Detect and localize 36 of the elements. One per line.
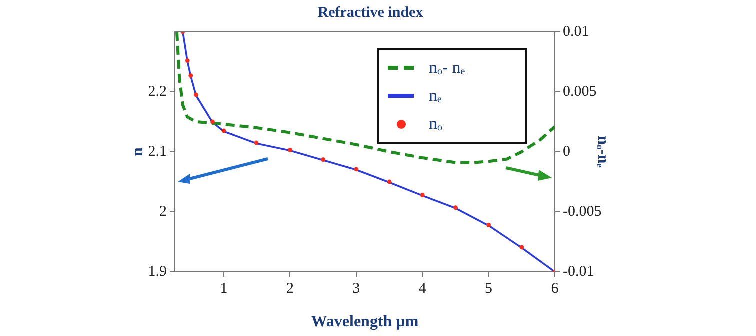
point — [387, 180, 392, 184]
legend-label: nₑ — [429, 86, 442, 106]
y-tick-label: 2 — [160, 204, 167, 220]
point — [420, 193, 425, 198]
y-tick-label: 2.2 — [148, 84, 167, 100]
legend-label: nₒ- nₑ — [429, 58, 466, 78]
point — [520, 245, 524, 250]
legend-label: nₒ — [429, 114, 442, 134]
point — [321, 158, 326, 162]
y2-tick-label: 0 — [563, 144, 570, 160]
x-tick-label: 4 — [418, 280, 427, 297]
y-tick-label: 1.9 — [148, 264, 167, 280]
point — [254, 140, 259, 146]
point — [288, 148, 292, 152]
point — [354, 167, 359, 172]
point — [486, 223, 491, 228]
x-tick-label: 1 — [220, 280, 228, 297]
point — [188, 74, 194, 78]
x-axis-title: Wavelength µm — [311, 314, 420, 331]
point — [222, 128, 226, 134]
point — [194, 92, 198, 98]
point — [453, 206, 458, 210]
y2-tick-label: -0.01 — [563, 264, 594, 280]
x-tick-label: 6 — [551, 280, 560, 297]
y2-tick-label: -0.005 — [563, 204, 602, 220]
y2-axis-title: nₒ-nₑ — [594, 136, 612, 168]
y2-tick-label: 0.01 — [563, 24, 590, 40]
y-axis-title: n — [130, 147, 147, 156]
y2-tick-label: 0.005 — [563, 84, 597, 100]
x-tick-label: 2 — [286, 280, 294, 297]
x-tick-label: 5 — [485, 280, 493, 297]
x-tick-label: 3 — [352, 280, 360, 297]
chart-title: Refractive index — [318, 4, 424, 21]
y-tick-label: 2.1 — [148, 144, 167, 160]
point — [210, 120, 215, 124]
point — [185, 58, 190, 63]
